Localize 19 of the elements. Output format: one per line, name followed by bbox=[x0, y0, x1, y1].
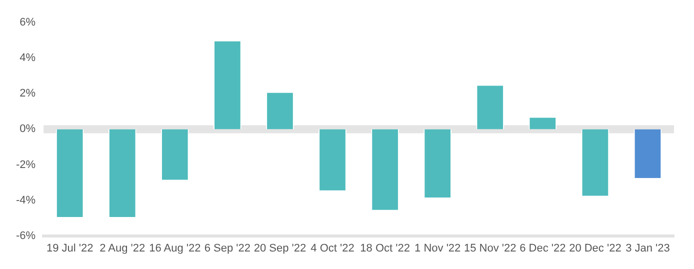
x-tick-label: 6 Sep '22 bbox=[204, 242, 251, 254]
y-tick-label: 2% bbox=[20, 88, 36, 100]
y-tick-label: 4% bbox=[20, 52, 36, 64]
y-tick-label: -2% bbox=[16, 158, 36, 171]
x-tick-label: 2 Aug '22 bbox=[100, 242, 146, 254]
x-tick-label: 20 Dec '22 bbox=[569, 242, 622, 254]
x-tick-label: 18 Oct '22 bbox=[360, 242, 410, 254]
x-tick-label: 15 Nov '22 bbox=[464, 242, 516, 254]
y-tick-label: 0% bbox=[20, 123, 36, 136]
x-tick-label: 16 Aug '22 bbox=[149, 242, 201, 254]
y-tick-label: 6% bbox=[20, 16, 36, 29]
x-tick-label: 20 Sep '22 bbox=[254, 242, 306, 254]
y-tick-label: -6% bbox=[16, 230, 36, 242]
x-tick-label: 6 Dec '22 bbox=[520, 242, 566, 254]
y-tick-label: -4% bbox=[16, 194, 36, 206]
x-tick-label: 3 Jan '23 bbox=[626, 242, 670, 254]
x-tick-label: 19 Jul '22 bbox=[46, 242, 94, 254]
x-tick-label: 4 Oct '22 bbox=[310, 242, 354, 254]
x-tick-label: 1 Nov '22 bbox=[414, 242, 461, 254]
